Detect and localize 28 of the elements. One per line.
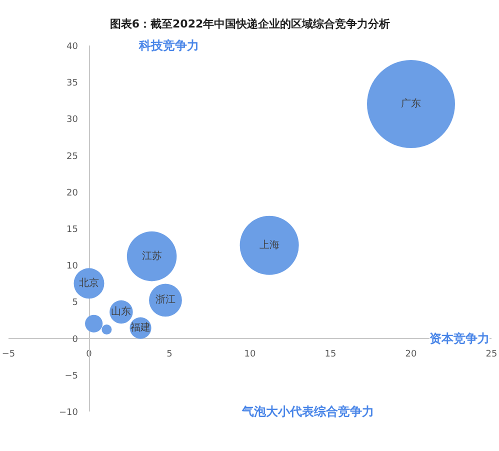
y-tick-label: 25: [66, 152, 78, 162]
x-tick-label: 15: [324, 349, 336, 360]
y-tick-label: 5: [72, 298, 78, 308]
y-tick-label: −5: [64, 371, 78, 382]
y-tick-label: 30: [66, 115, 78, 126]
chart-title: 图表6：截至2022年中国快递企业的区域综合竞争力分析: [110, 18, 390, 30]
y-tick-label: −10: [59, 408, 78, 418]
annotation: 浙江: [155, 294, 176, 306]
y-tick-label: 20: [66, 188, 78, 198]
y-tick-label: 10: [66, 262, 78, 272]
x-tick-label: 20: [405, 349, 417, 360]
y-tick-label: 15: [66, 225, 78, 235]
annotation: 广东: [401, 98, 421, 110]
x-tick-label: 10: [244, 349, 256, 360]
x-axis-title: 资本竞争力: [430, 331, 490, 346]
annotation: 江苏: [142, 250, 162, 262]
annotation: 上海: [259, 238, 280, 251]
y-axis-title: 科技竞争力: [138, 38, 199, 52]
y-tick-label: 0: [72, 334, 78, 345]
annotation: 气泡大小代表综合竞争力: [241, 404, 374, 418]
annotation: 北京: [79, 276, 99, 289]
y-tick-label: 40: [66, 42, 78, 52]
y-tick-label: 35: [66, 78, 78, 89]
x-tick-label: 25: [486, 349, 498, 360]
annotation: 福建: [130, 322, 151, 334]
annotation: 山东: [111, 305, 132, 318]
x-tick-label: −5: [2, 349, 16, 360]
x-tick-label: 5: [166, 349, 172, 360]
